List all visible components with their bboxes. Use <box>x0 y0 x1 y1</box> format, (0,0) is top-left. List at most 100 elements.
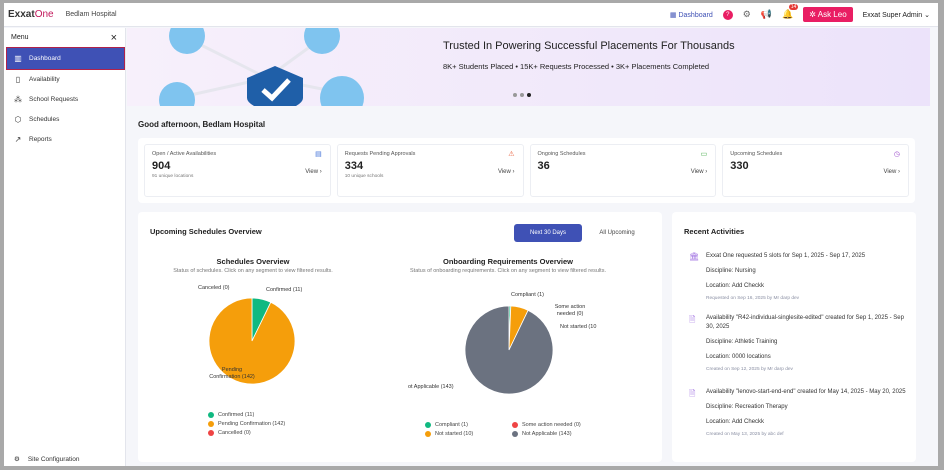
onboarding-pie-chart[interactable] <box>464 305 554 395</box>
pie-label-compliant: Compliant (1) <box>511 292 545 298</box>
card-sub: 10 unique schools <box>344 174 384 179</box>
sidebar-item-label: Reports <box>29 135 52 143</box>
megaphone-icon[interactable]: 📢 <box>760 9 773 19</box>
sidebar-item-label: Availability <box>29 75 60 83</box>
chart-subtitle: Status of schedules. Click on any segmen… <box>173 268 333 274</box>
sidebar-item-school-requests[interactable]: ⁂ School Requests <box>4 89 125 109</box>
legend-label: Cancelled (0) <box>218 429 251 436</box>
view-link[interactable]: View › <box>883 169 900 175</box>
legend-item[interactable]: Confirmed (11) <box>208 410 285 419</box>
legend-label: Some action needed (0) <box>522 421 581 428</box>
legend-item[interactable]: Not Applicable (143) <box>512 429 612 438</box>
document-icon: ▯ <box>15 74 21 84</box>
site-configuration-link[interactable]: ⚙ Site Configuration <box>14 455 80 464</box>
banner-stats: 8K+ Students Placed • 15K+ Requests Proc… <box>443 62 710 71</box>
legend-swatch <box>208 420 214 427</box>
pie-label-cancelled: Canceled (0) <box>198 285 230 291</box>
stat-card-ongoing-schedules[interactable]: Ongoing Schedules 36 ▭ View › <box>529 144 717 197</box>
file-icon: 🗎 <box>689 315 696 324</box>
warning-icon: ⚠ <box>508 151 515 158</box>
activity-meta: Created on May 13, 2025 by abc def <box>706 432 784 437</box>
chart-title: Schedules Overview <box>216 257 290 266</box>
carousel-dot-active[interactable] <box>527 93 531 97</box>
view-link[interactable]: View › <box>690 169 708 175</box>
tab-next-30-days[interactable]: Next 30 Days <box>514 224 582 242</box>
document-icon: ▤ <box>315 151 322 158</box>
carousel-dot[interactable] <box>520 93 524 97</box>
ask-leo-label: Ask Leo <box>817 10 847 19</box>
settings-icon[interactable]: ⚙ <box>742 9 751 19</box>
card-value: 904 <box>152 160 171 172</box>
legend-label: Pending Confirmation (142) <box>218 420 286 427</box>
stat-card-availabilities[interactable]: Open / Active Availabilities 904 91 unique… <box>144 144 331 197</box>
recent-activities-panel: Recent Activities 🏛 Exxat One requested 5… <box>672 212 916 462</box>
activity-location: Location: Add Checkk <box>706 419 765 425</box>
greeting: Good afternoon, Bedlam Hospital <box>138 120 266 129</box>
notification-count: 14 <box>788 4 799 10</box>
stat-card-upcoming-schedules[interactable]: Upcoming Schedules 330 ◷ View › <box>722 144 909 197</box>
view-link[interactable]: View › <box>305 169 322 175</box>
legend-swatch <box>208 429 214 436</box>
dashboard-link[interactable]: ▦ Dashboard <box>670 11 713 19</box>
legend-item[interactable]: Some action needed (0) <box>512 420 612 429</box>
activity-text: Availability "lenovo-start-end-end" crea… <box>706 389 906 395</box>
sidebar-item-availability[interactable]: ▯ Availability <box>4 69 125 89</box>
site-configuration-label: Site Configuration <box>27 455 80 463</box>
grid-icon: ▦ <box>669 11 679 19</box>
org-name: Bedlam Hospital <box>65 11 117 18</box>
sidebar-item-dashboard[interactable]: ▥ Dashboard <box>6 47 125 70</box>
schedules-pie-chart[interactable] <box>208 297 296 385</box>
logo[interactable]: ExxatOne <box>8 9 54 20</box>
activity-text: Exxat One requested 5 slots for Sep 1, 2… <box>706 253 866 259</box>
card-sub: 91 unique locations <box>152 174 194 179</box>
upcoming-schedules-panel: Upcoming Schedules Overview Next 30 Days… <box>138 212 662 462</box>
sidebar-item-schedules[interactable]: ⬡ Schedules <box>4 109 125 129</box>
view-link[interactable]: View › <box>497 169 515 175</box>
sidebar-item-reports[interactable]: ↗ Reports <box>4 129 125 149</box>
activity-location: Location: 0000 locations <box>706 354 771 360</box>
file-icon: 🗎 <box>689 389 696 398</box>
activity-discipline: Discipline: Athletic Training <box>706 339 778 345</box>
legend-item[interactable]: Compliant (1) <box>425 420 512 429</box>
legend-item[interactable]: Not started (10) <box>425 429 512 438</box>
help-icon[interactable]: ? <box>722 9 733 20</box>
legend-item[interactable]: Cancelled (0) <box>208 428 285 437</box>
sidebar: Menu × ▥ Dashboard ▯ Availability ⁂ School R… <box>4 28 126 466</box>
activity-item: 🗎 Availability "R42-individual-singlesite… <box>682 314 907 373</box>
ask-leo-button[interactable]: ✲ Ask Leo <box>803 7 853 22</box>
bell-icon[interactable]: 🔔 14 <box>782 4 799 19</box>
legend-label: Not Applicable (143) <box>522 430 572 437</box>
activity-discipline: Discipline: Nursing <box>706 268 756 274</box>
card-value: 36 <box>537 160 550 172</box>
stat-card-pending-requests[interactable]: Requests Pending Approvals 334 10 unique s… <box>336 144 524 197</box>
stats-cards: Open / Active Availabilities 904 91 unique… <box>138 138 915 203</box>
pie-slice-pending-confirmation[interactable] <box>208 297 296 385</box>
pie-label-action-needed: Some action needed (0) <box>554 304 586 317</box>
legend-swatch <box>512 421 518 428</box>
chart-title: Onboarding Requirements Overview <box>442 257 574 266</box>
promo-banner: Trusted In Powering Successful Placement… <box>127 28 930 106</box>
calendar-icon: ▭ <box>700 151 708 158</box>
chevron-down-icon: ⌄ <box>924 11 930 19</box>
card-title: Requests Pending Approvals <box>344 151 416 157</box>
legend-item[interactable]: Pending Confirmation (142) <box>208 419 285 428</box>
logo-text: Exxat <box>8 9 35 20</box>
banner-title: Trusted In Powering Successful Placement… <box>443 40 735 52</box>
pie-label-confirmed: Confirmed (11) <box>266 287 303 293</box>
dashboard-link-label: Dashboard <box>678 11 713 19</box>
trend-icon: ↗ <box>14 134 22 144</box>
onboarding-legend: Compliant (1) Some action needed (0) Not… <box>425 420 612 438</box>
activity-location: Location: Add Checkk <box>706 283 765 289</box>
activity-text: Availability "R42-individual-singlesite-… <box>706 315 904 330</box>
pie-slice-not-applicable[interactable] <box>464 305 554 395</box>
close-icon[interactable]: × <box>110 32 117 44</box>
user-menu[interactable]: Exxat Super Admin ⌄ <box>863 11 930 19</box>
gear-icon: ⚙ <box>14 456 20 463</box>
tab-all-upcoming[interactable]: All Upcoming <box>599 230 635 236</box>
legend-swatch <box>512 430 518 437</box>
top-header: ExxatOne Bedlam Hospital ▦ Dashboard ? ⚙… <box>4 3 938 27</box>
activity-discipline: Discipline: Recreation Therapy <box>706 404 788 410</box>
sidebar-item-label: School Requests <box>29 95 79 103</box>
card-title: Upcoming Schedules <box>730 151 783 157</box>
carousel-dot[interactable] <box>513 93 517 97</box>
